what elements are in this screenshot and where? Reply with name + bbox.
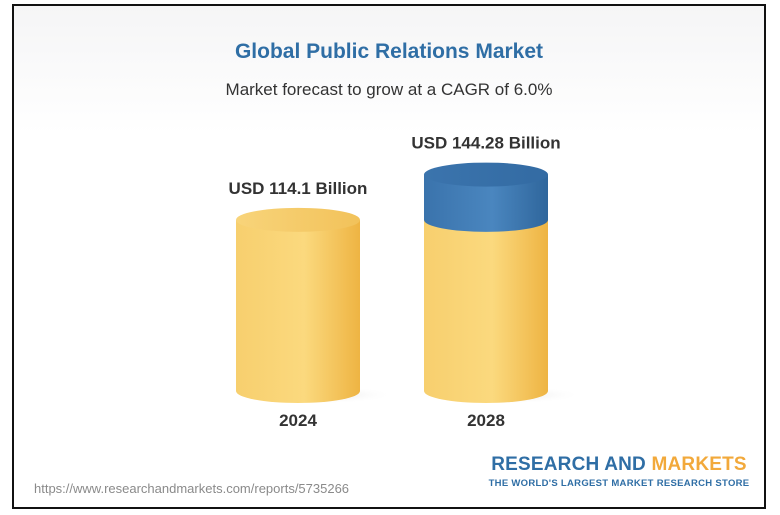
source-url[interactable]: https://www.researchandmarkets.com/repor… (34, 481, 350, 496)
category-label: 2028 (467, 411, 505, 430)
bar-top (236, 207, 360, 232)
chart-frame: Global Public Relations Market Market fo… (12, 4, 766, 509)
chart-svg: USD 114.1 Billion 2024 USD 144.28 Billion 2… (229, 134, 582, 430)
bar-growth-segment (424, 174, 548, 232)
bar-top (424, 162, 548, 187)
brand-word-2: MARKETS (651, 454, 747, 475)
bar-2028 (424, 219, 548, 403)
brand-word-1: RESEARCH AND (491, 454, 646, 475)
header-band (14, 6, 764, 134)
chart-subtitle: Market forecast to grow at a CAGR of 6.0… (225, 80, 553, 99)
data-label: USD 114.1 Billion (229, 179, 368, 198)
category-label: 2024 (279, 411, 317, 430)
data-label: USD 144.28 Billion (411, 134, 560, 153)
bar-2024 (236, 219, 360, 403)
chart-title: Global Public Relations Market (234, 40, 544, 63)
brand-tagline: THE WORLD'S LARGEST MARKET RESEARCH STOR… (488, 478, 750, 489)
brand-logo: RESEARCH AND MARKETS THE WORLD'S LARGEST… (484, 454, 754, 489)
